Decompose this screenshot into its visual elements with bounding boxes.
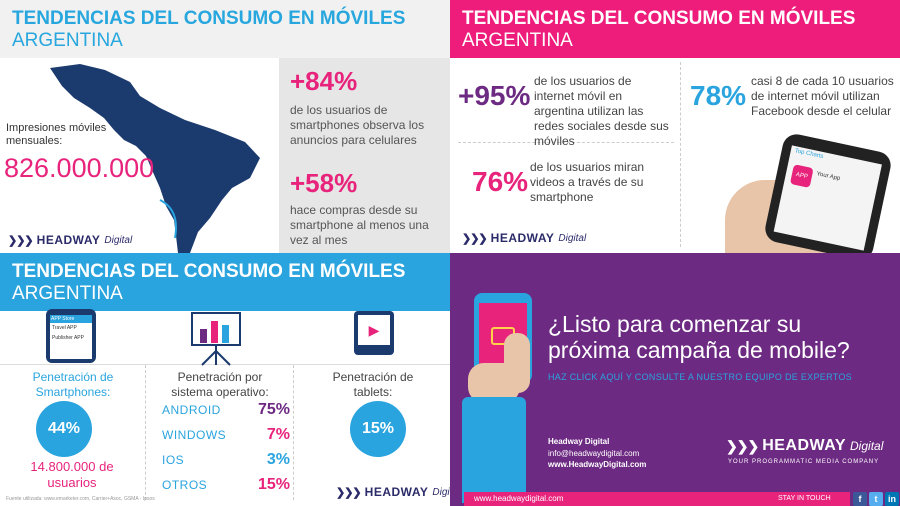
panel-header: TENDENCIAS DEL CONSUMO EN MÓVILES ARGENT… <box>0 253 450 311</box>
source-note: Fuente utilizada: www.emarketer.com, Car… <box>6 496 155 502</box>
stat-84-text: de los usuarios de smartphones observa l… <box>290 103 425 147</box>
panel-title: TENDENCIAS DEL CONSUMO EN MÓVILES <box>462 8 856 29</box>
headway-chevrons-icon: ❯❯❯ <box>336 486 362 499</box>
smartphone-penetration-circle: 44% <box>36 401 92 457</box>
headway-chevrons-icon: ❯❯❯ <box>462 232 488 245</box>
stat-78: 78% <box>690 80 747 111</box>
os-row: ANDROID 75% <box>162 401 290 426</box>
cta-headline-line1: ¿Listo para comenzar su <box>548 311 802 337</box>
screen-footer: Publisher APP <box>52 335 84 341</box>
screen-item: Travel APP <box>52 325 77 331</box>
cta-headline-line2: próxima campaña de mobile? <box>548 337 850 363</box>
phone-hand-illustration <box>460 293 560 503</box>
os-name: IOS <box>162 453 185 467</box>
latin-america-map <box>50 64 260 253</box>
stat-95: +95% <box>458 80 531 111</box>
hand-holding-phone: Top Charts APP Your App <box>725 131 900 253</box>
os-value: 3% <box>266 451 290 468</box>
panel-smartphone-ads: TENDENCIAS DEL CONSUMO EN MÓVILES ARGENT… <box>0 0 450 253</box>
stat-84: +84% <box>290 66 358 96</box>
divider <box>458 142 674 143</box>
sleeve <box>462 397 526 503</box>
os-name: ANDROID <box>162 403 221 417</box>
facebook-icon[interactable]: f <box>853 492 867 506</box>
column-divider <box>145 365 146 500</box>
panel-header: TENDENCIAS DEL CONSUMO EN MÓVILES ARGENT… <box>0 0 450 58</box>
column-divider <box>293 365 294 500</box>
panel-subtitle: ARGENTINA <box>462 30 573 51</box>
footer-bar: www.headwaydigital.com STAY IN TOUCH <box>464 492 900 506</box>
linkedin-icon[interactable]: in <box>885 492 899 506</box>
tagline: YOUR PROGRAMMATIC MEDIA COMPANY <box>728 459 880 465</box>
os-row: OTROS 15% <box>162 476 290 501</box>
stat-95-text: de los usuarios de internet móvil en arg… <box>534 74 669 148</box>
os-row: IOS 3% <box>162 451 290 476</box>
stats-column <box>279 58 450 253</box>
screen-label: APP Store <box>50 315 92 323</box>
stat-78-text: casi 8 de cada 10 usuarios de internet m… <box>751 74 894 118</box>
smartphone-screen: APP Store Travel APP Publisher APP <box>50 315 92 359</box>
email-link[interactable]: info@headwaydigital.com <box>548 449 640 458</box>
company-name: Headway Digital <box>548 437 610 446</box>
smartphone-penetration-label: Penetración de Smartphones: <box>32 370 114 399</box>
impressions-value: 826.000.000 <box>4 153 155 183</box>
headway-chevrons-icon: ❯❯❯ <box>726 437 759 454</box>
stat-58: +58% <box>290 168 358 198</box>
headway-logo: ❯❯❯ HEADWAY Digital <box>8 233 133 247</box>
hand-palm <box>468 363 520 403</box>
twitter-icon[interactable]: t <box>869 492 883 506</box>
tablet-penetration-circle: 15% <box>350 401 406 457</box>
os-penetration-label: Penetración por sistema operativo: <box>171 370 269 399</box>
panel-header: TENDENCIAS DEL CONSUMO EN MÓVILES ARGENT… <box>450 0 900 58</box>
panel-title: TENDENCIAS DEL CONSUMO EN MÓVILES <box>12 261 406 282</box>
presentation-chart-icon <box>191 312 241 366</box>
os-list: ANDROID 75% WINDOWS 7% IOS 3% OTROS 15% <box>162 401 290 501</box>
website-link[interactable]: www.HeadwayDigital.com <box>548 460 647 469</box>
panel-cta: ¿Listo para comenzar su próxima campaña … <box>450 253 900 506</box>
tablet-screen: ▶ <box>358 315 390 345</box>
stat-76-text: de los usuarios miran videos a través de… <box>530 160 645 204</box>
os-value: 75% <box>257 401 290 418</box>
panel-subtitle: ARGENTINA <box>12 283 123 304</box>
panel-title: TENDENCIAS DEL CONSUMO EN MÓVILES <box>12 8 406 29</box>
headway-logo: ❯❯❯ HEADWAY Digital <box>336 485 450 499</box>
divider <box>680 62 681 247</box>
tablet-illustration: ▶ <box>354 311 394 355</box>
headway-logo-large: ❯❯❯ HEADWAY Digital <box>726 437 884 454</box>
smartphone-users: 14.800.000 de usuarios <box>30 459 114 490</box>
panel-penetration: TENDENCIAS DEL CONSUMO EN MÓVILES ARGENT… <box>0 253 450 506</box>
os-value: 15% <box>257 476 290 493</box>
stat-58-text: hace compras desde su smartphone al meno… <box>290 203 429 247</box>
screen-app-icon: APP <box>789 164 814 188</box>
headway-chevrons-icon: ❯❯❯ <box>8 234 34 247</box>
headway-logo: ❯❯❯ HEADWAY Digital <box>462 231 587 245</box>
smartphone-illustration: APP Store Travel APP Publisher APP <box>46 309 96 363</box>
panel-subtitle: ARGENTINA <box>12 30 123 51</box>
os-name: OTROS <box>162 478 208 492</box>
os-name: WINDOWS <box>162 428 227 442</box>
cta-link[interactable]: HAZ CLICK AQUÍ Y CONSULTE A NUESTRO EQUI… <box>548 372 852 382</box>
footer-website-link[interactable]: www.headwaydigital.com <box>474 494 564 503</box>
impressions-label: Impresiones móviles mensuales: <box>6 122 107 147</box>
phone-screen: Top Charts APP Your App <box>773 145 882 251</box>
tablet-penetration-label: Penetración de tablets: <box>332 370 414 399</box>
stat-76: 76% <box>472 166 529 197</box>
panel-social-media: TENDENCIAS DEL CONSUMO EN MÓVILES ARGENT… <box>450 0 900 253</box>
play-icon: ▶ <box>368 321 380 338</box>
stay-in-touch: STAY IN TOUCH <box>778 495 831 502</box>
phone-body: Top Charts APP Your App <box>762 131 894 253</box>
os-value: 7% <box>266 426 290 443</box>
screen-app-name: Your App <box>815 171 841 183</box>
os-row: WINDOWS 7% <box>162 426 290 451</box>
